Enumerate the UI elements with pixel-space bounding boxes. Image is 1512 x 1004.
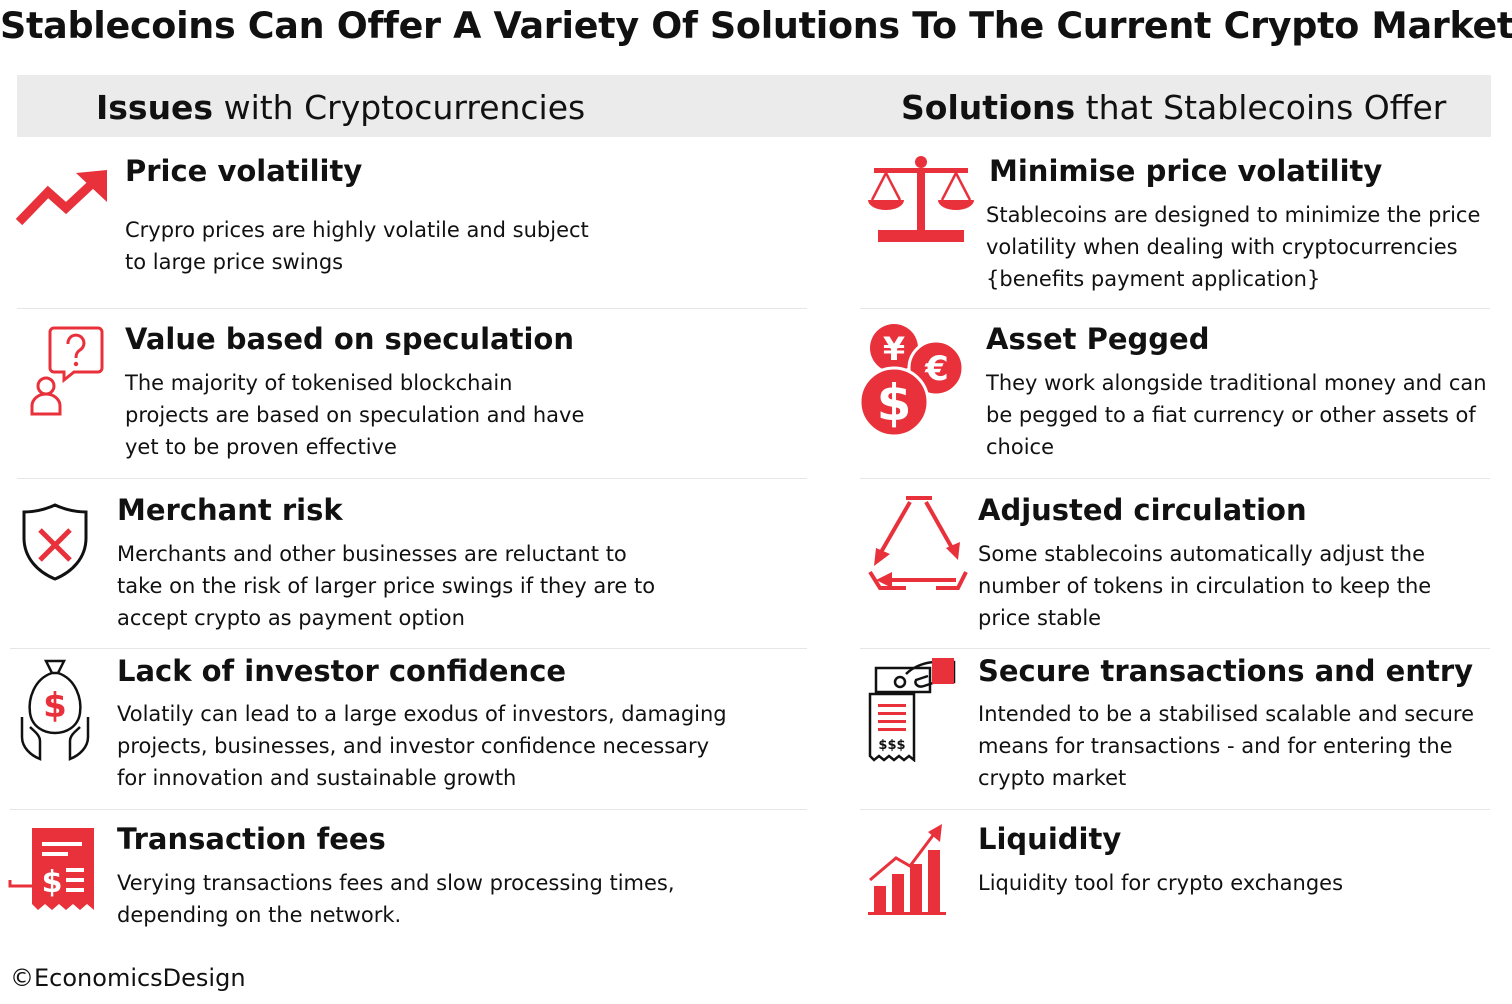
solutions-header-rest: that Stablecoins Offer (1075, 88, 1447, 127)
solution-description: Liquidity tool for crypto exchanges (978, 871, 1344, 895)
issue-description: Verying transactions fees and slow proce… (117, 871, 675, 927)
issue-description: Volatily can lead to a large exodus of i… (117, 702, 727, 790)
row-divider (860, 809, 1490, 810)
issue-title: Merchant risk (117, 493, 343, 527)
solutions-column-header: Solutions that Stablecoins Offer (901, 88, 1446, 127)
bar-chart-growth-icon (866, 822, 948, 916)
copyright-footer: ©EconomicsDesign (10, 964, 246, 992)
issues-header-bold: Issues (96, 88, 214, 127)
receipt-dollar-sign: $ (42, 865, 63, 900)
receipt-dollar-icon: $ (8, 826, 98, 916)
solution-title: Secure transactions and entry (978, 654, 1474, 688)
solution-description: Stablecoins are designed to minimize the… (986, 203, 1481, 291)
yen-symbol: ¥ (883, 330, 905, 368)
issue-title: Price volatility (125, 154, 363, 188)
bag-dollar-sign: $ (43, 686, 67, 726)
page-title: Stablecoins Can Offer A Variety Of Solut… (0, 4, 1512, 47)
solution-description: Some stablecoins automatically adjust th… (978, 542, 1432, 630)
issue-description: Crypro prices are highly volatile and su… (125, 218, 589, 274)
question-person-icon (28, 324, 104, 418)
recycle-arrows-icon (866, 494, 970, 594)
issue-title: Lack of investor confidence (117, 654, 567, 688)
row-divider (17, 308, 807, 309)
solution-description: They work alongside traditional money an… (986, 371, 1487, 459)
solution-title: Liquidity (978, 822, 1122, 856)
dollar-symbol: $ (877, 374, 912, 432)
trend-up-arrow-icon (14, 168, 110, 230)
money-bag-hands-icon: $ (18, 655, 92, 761)
row-divider (860, 648, 1490, 649)
row-divider (10, 648, 807, 649)
currency-coins-icon: ¥ € $ (858, 322, 968, 438)
issues-column-header: Issues with Cryptocurrencies (96, 88, 585, 127)
solution-title: Adjusted circulation (978, 493, 1307, 527)
issue-description: The majority of tokenised blockchain pro… (125, 371, 585, 459)
shield-x-icon (20, 502, 90, 582)
euro-symbol: € (924, 349, 949, 389)
solution-title: Asset Pegged (986, 322, 1210, 356)
row-divider (860, 308, 1490, 309)
row-divider (17, 478, 807, 479)
row-divider (10, 809, 807, 810)
receipt-money-label: $$$ (878, 738, 905, 753)
issue-title: Transaction fees (117, 822, 386, 856)
issues-header-rest: with Cryptocurrencies (213, 88, 586, 127)
solution-title: Minimise price volatility (989, 154, 1383, 188)
balance-scale-icon (866, 154, 976, 248)
issue-title: Value based on speculation (125, 322, 574, 356)
solutions-header-bold: Solutions (901, 88, 1076, 127)
issue-description: Merchants and other businesses are reluc… (117, 542, 656, 630)
column-header-band (17, 75, 1491, 137)
payment-receipt-icon: $$$ (866, 656, 958, 762)
row-divider (860, 478, 1490, 479)
solution-description: Intended to be a stabilised scalable and… (978, 702, 1475, 790)
